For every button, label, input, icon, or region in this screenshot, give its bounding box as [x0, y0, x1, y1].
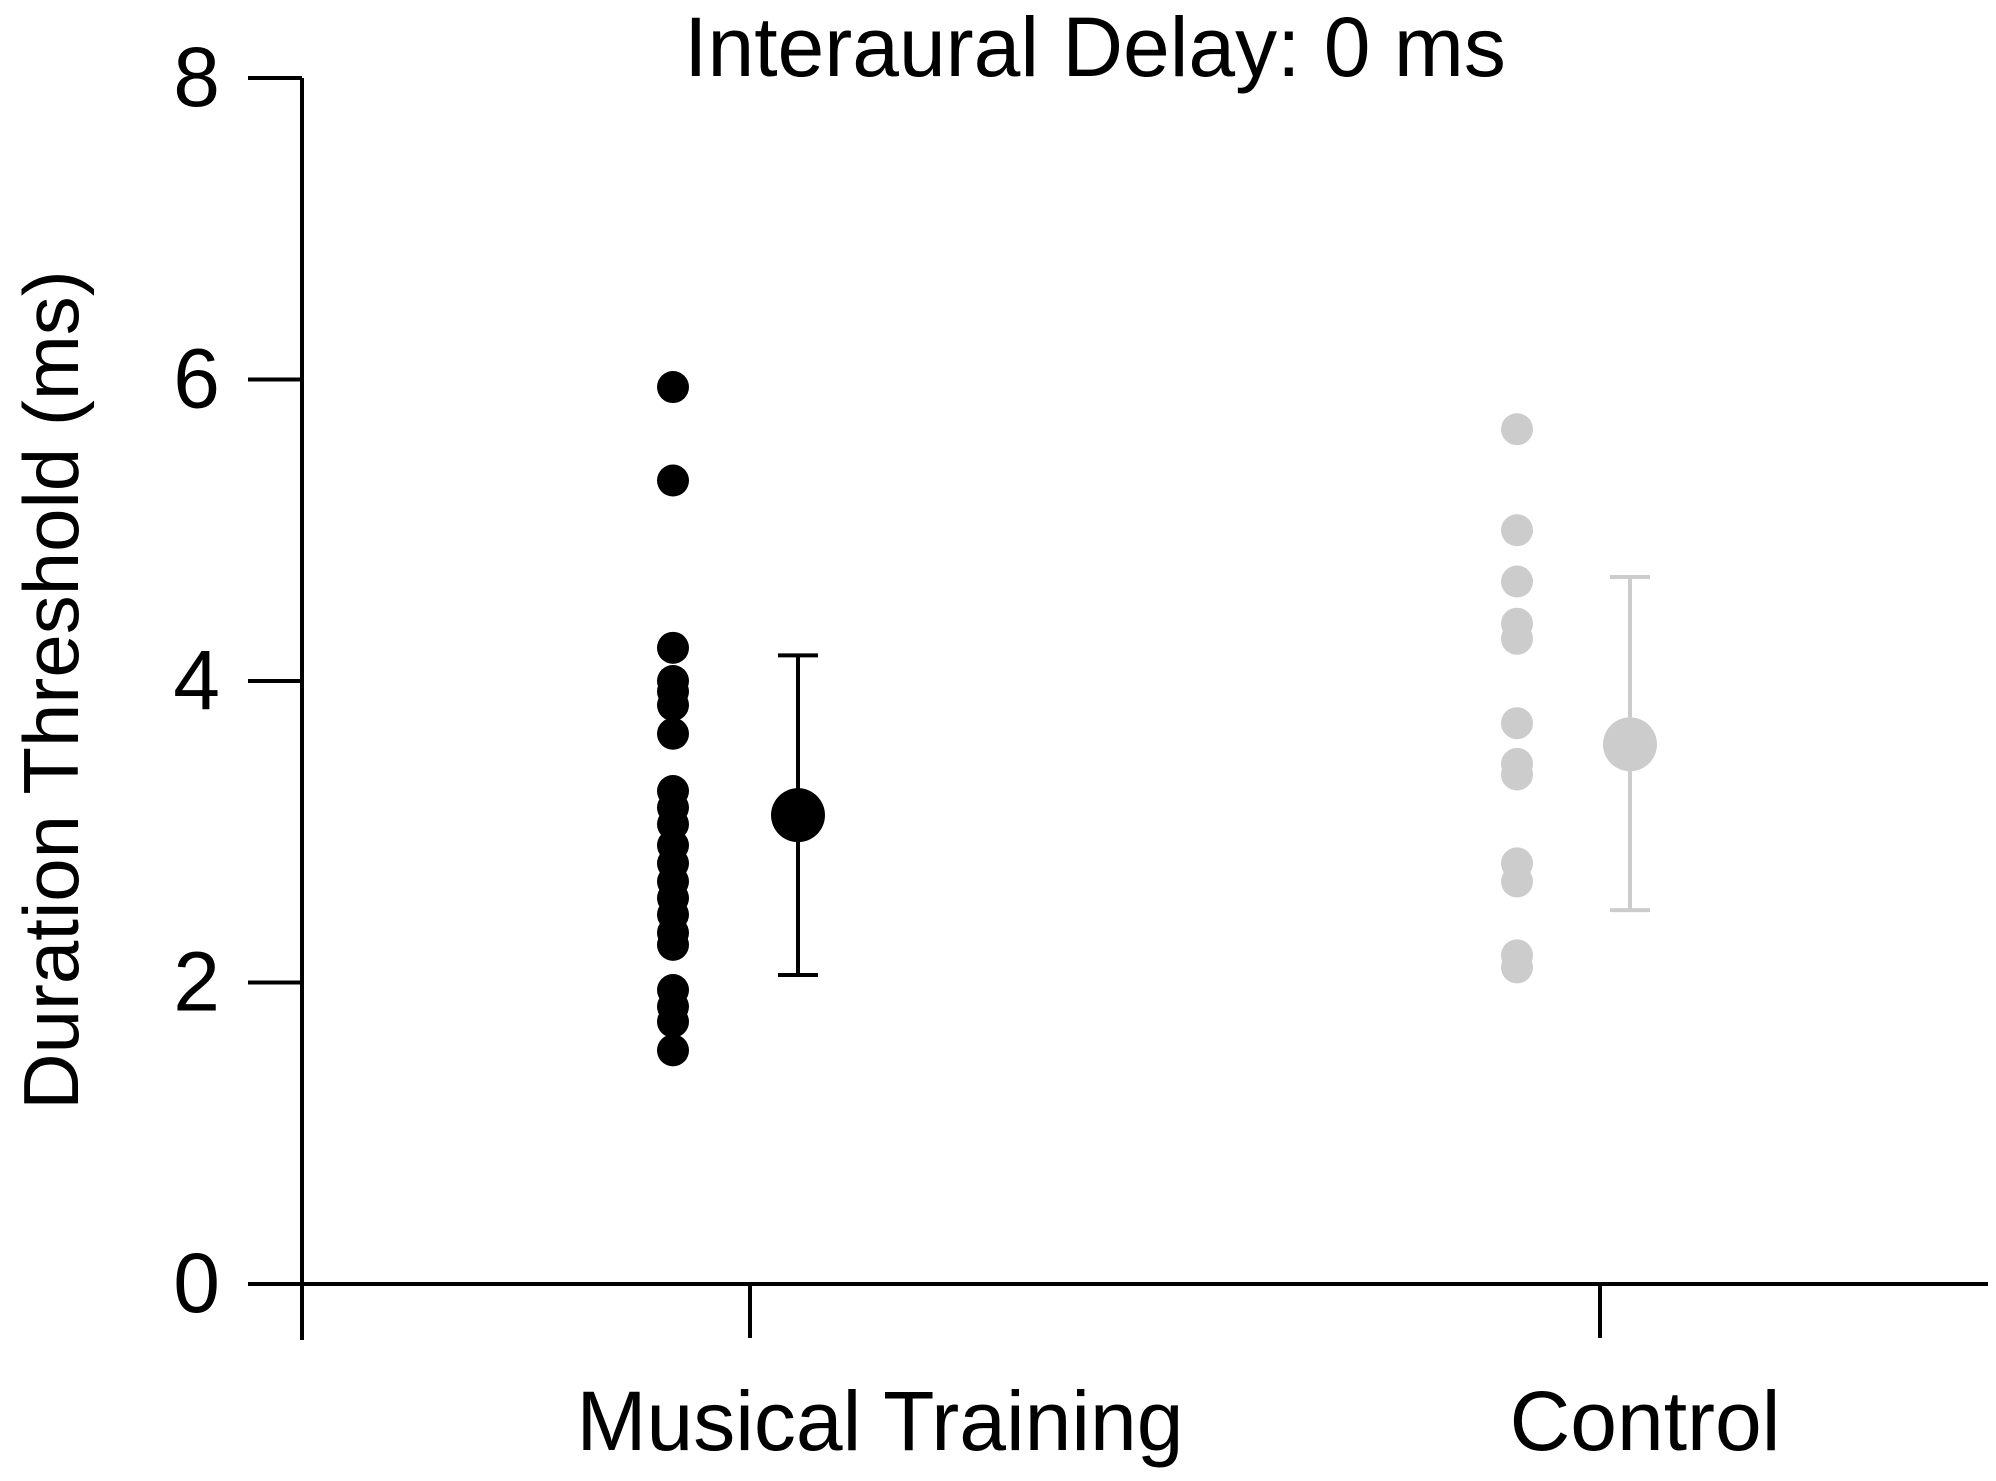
x-ticks: Musical Training Control [577, 1284, 1781, 1468]
series-0-point-0 [657, 371, 689, 404]
series-0-point-16 [657, 928, 689, 961]
y-tick-label-0: 0 [173, 1236, 220, 1330]
series-0-point-6 [657, 717, 689, 750]
y-tick-label-2: 4 [173, 633, 220, 727]
series-0-mean-point [771, 788, 825, 843]
series-1-point-1 [1501, 514, 1533, 547]
x-tick-label-0: Musical Training [577, 1374, 1184, 1468]
y-axis-label: Duration Threshold (ms) [7, 270, 95, 1110]
series-0-point-5 [657, 689, 689, 722]
series-0-point-20 [657, 1034, 689, 1067]
data-marks [657, 371, 1657, 1067]
series-1-point-9 [1501, 865, 1533, 898]
y-tick-label-4: 8 [173, 30, 220, 124]
y-tick-label-1: 2 [173, 935, 220, 1029]
y-ticks: 0 2 4 6 8 [173, 30, 302, 1330]
series-1-point-5 [1501, 707, 1533, 740]
series-1-point-2 [1501, 565, 1533, 598]
series-1-point-0 [1501, 413, 1533, 446]
series-1-point-11 [1501, 951, 1533, 984]
x-tick-label-1: Control [1510, 1374, 1781, 1468]
y-tick-label-3: 6 [173, 332, 220, 426]
chart-title: Interaural Delay: 0 ms [684, 0, 1506, 94]
series-1-point-4 [1501, 622, 1533, 655]
series-1-mean-point [1603, 717, 1657, 772]
series-1-point-7 [1501, 758, 1533, 791]
series-0-point-2 [657, 631, 689, 664]
series-0-point-19 [657, 1005, 689, 1038]
series-0-point-1 [657, 464, 689, 497]
